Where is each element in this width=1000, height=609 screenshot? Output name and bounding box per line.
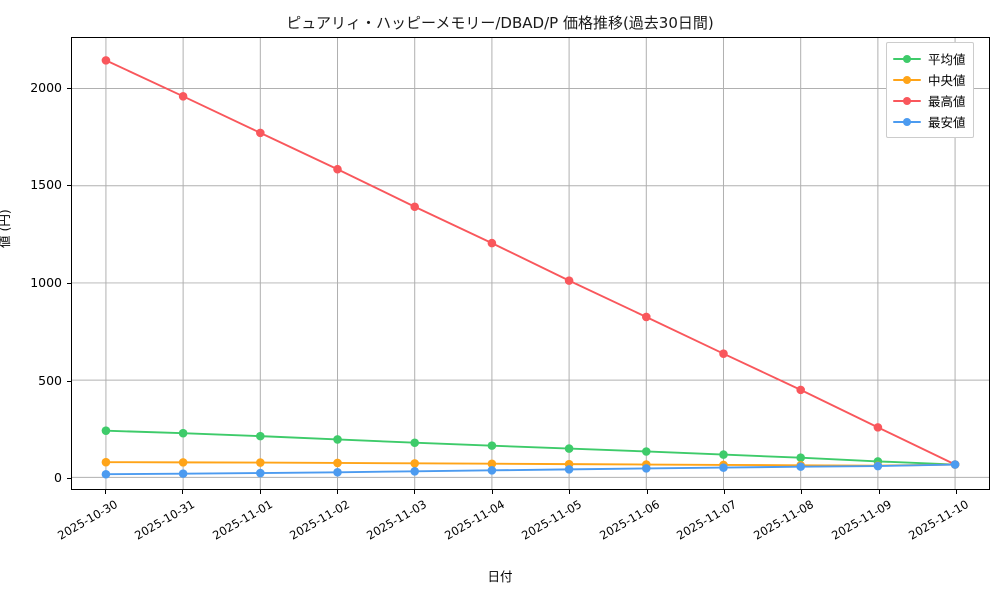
data-point-marker — [410, 202, 419, 212]
data-point-marker — [410, 459, 419, 468]
y-axis-tick-mark — [67, 185, 71, 187]
data-point-marker — [487, 459, 497, 469]
data-point-marker — [101, 469, 111, 479]
chart-legend: 平均値中央値最高値最安値 — [886, 42, 974, 138]
legend-swatch-icon — [893, 116, 921, 128]
data-point-marker — [873, 461, 883, 471]
data-point-marker — [873, 423, 883, 432]
series-line — [104, 463, 957, 476]
legend-label: 最高値 — [928, 94, 966, 109]
data-point-marker — [564, 444, 574, 453]
data-point-marker — [719, 349, 728, 358]
data-point-marker — [410, 467, 419, 476]
data-point-marker — [256, 128, 265, 138]
data-point-marker — [333, 458, 342, 468]
legend-label: 最安値 — [928, 115, 966, 130]
y-axis-tick-mark — [67, 283, 71, 285]
x-axis-tick-mark — [182, 490, 184, 494]
x-axis-tick-mark — [646, 490, 648, 494]
series-line — [104, 461, 957, 467]
x-axis-tick-mark — [105, 490, 106, 494]
chart-title: ピュアリィ・ハッピーメモリー/DBAD/P 価格推移(過去30日間) — [286, 14, 714, 32]
x-axis-label: 日付 — [487, 569, 513, 584]
data-series-layer — [101, 56, 960, 479]
x-axis-tick-mark — [259, 490, 261, 494]
data-point-marker — [796, 453, 805, 462]
data-point-marker — [178, 428, 188, 438]
data-point-marker — [719, 450, 728, 459]
data-point-marker — [101, 426, 111, 435]
series-line — [104, 59, 957, 466]
data-point-marker — [719, 463, 728, 472]
x-axis-tick-mark — [569, 490, 571, 494]
data-point-marker — [642, 464, 651, 473]
data-point-marker — [333, 164, 342, 174]
x-axis-tick-mark — [801, 490, 803, 494]
data-point-marker — [101, 457, 111, 467]
y-axis-tick-label: 2000 — [30, 79, 62, 95]
plot-area — [71, 37, 990, 490]
data-point-marker — [487, 441, 497, 450]
y-axis-tick-label: 500 — [38, 372, 62, 388]
y-axis-tick-mark — [67, 478, 71, 480]
data-point-marker — [101, 56, 111, 65]
legend-swatch-icon — [893, 74, 921, 86]
data-point-marker — [256, 431, 265, 441]
legend-item[interactable]: 中央値 — [893, 69, 966, 90]
data-point-marker — [564, 276, 574, 285]
data-point-marker — [178, 458, 188, 467]
legend-item[interactable]: 最安値 — [893, 111, 966, 132]
y-axis-tick-mark — [67, 87, 71, 89]
y-axis-tick-label: 0 — [54, 470, 62, 486]
x-axis-tick-mark — [491, 490, 493, 494]
data-point-marker — [178, 469, 188, 478]
x-axis-tick-mark — [956, 490, 957, 494]
x-axis-tick-mark — [337, 490, 339, 494]
legend-swatch-icon — [893, 53, 921, 65]
data-point-marker — [487, 238, 497, 248]
x-axis-tick-mark — [723, 490, 725, 494]
y-axis-tick-label: 1000 — [30, 275, 62, 291]
data-point-marker — [333, 468, 342, 477]
y-axis-tick-label: 1500 — [30, 177, 62, 193]
series-line — [104, 429, 957, 466]
data-point-marker — [796, 385, 805, 395]
legend-label: 平均値 — [928, 52, 966, 67]
data-point-marker — [333, 435, 342, 444]
data-point-marker — [487, 466, 497, 475]
y-axis-label: 値 (円) — [0, 209, 12, 248]
data-point-marker — [642, 447, 651, 456]
x-axis-tick-mark — [414, 490, 416, 494]
x-axis-tick-mark — [878, 490, 880, 494]
data-point-marker — [642, 312, 651, 322]
legend-item[interactable]: 最高値 — [893, 90, 966, 111]
legend-swatch-icon — [893, 95, 921, 107]
data-point-marker — [178, 92, 188, 101]
data-point-marker — [564, 465, 574, 474]
legend-label: 中央値 — [928, 73, 966, 88]
legend-item[interactable]: 平均値 — [893, 48, 966, 69]
data-point-marker — [410, 438, 419, 448]
data-point-marker — [256, 468, 265, 478]
data-point-marker — [256, 458, 265, 467]
y-axis-tick-mark — [67, 380, 71, 382]
data-point-marker — [796, 462, 805, 471]
data-point-marker — [950, 460, 960, 469]
